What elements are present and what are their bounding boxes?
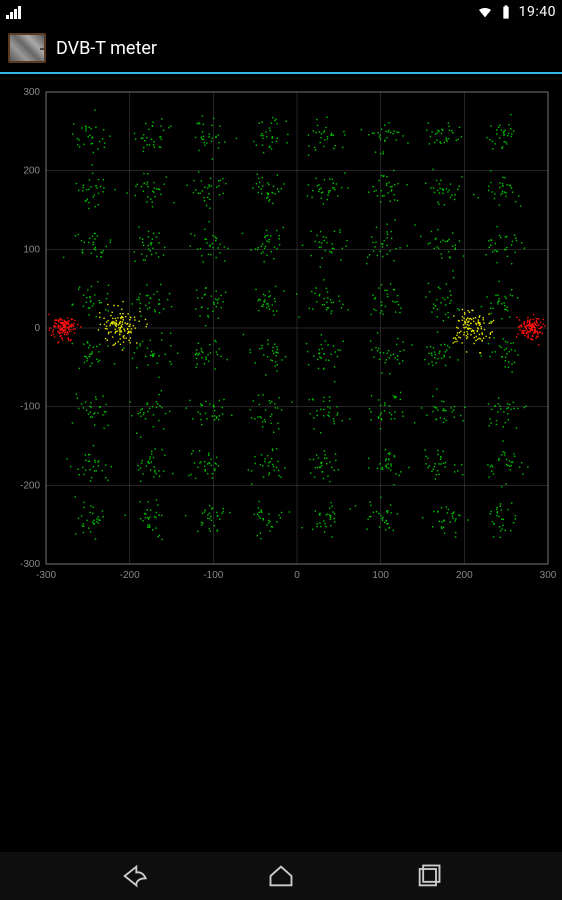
constellation-plot: -300 -200 -100 0 100 200 300 -300 -200 -100 0 100 20…: [6, 84, 556, 592]
svg-text:200: 200: [456, 570, 473, 581]
recents-icon[interactable]: [415, 862, 443, 890]
svg-text:100: 100: [372, 570, 389, 581]
content-area: -300 -200 -100 0 100 200 300 -300 -200 -100 0 100 20…: [0, 74, 562, 852]
system-nav-bar: [0, 852, 562, 900]
battery-icon: [498, 4, 514, 20]
app-icon: [8, 33, 46, 63]
svg-text:-300: -300: [20, 559, 40, 570]
svg-text:0: 0: [294, 570, 300, 581]
status-bar: 19:40: [0, 0, 562, 24]
svg-text:200: 200: [23, 166, 40, 177]
back-icon[interactable]: [120, 862, 148, 890]
status-clock: 19:40: [519, 4, 556, 20]
svg-text:300: 300: [540, 570, 556, 581]
svg-text:-100: -100: [203, 570, 223, 581]
home-icon[interactable]: [267, 862, 295, 890]
svg-text:-200: -200: [20, 480, 40, 491]
signal-bars-icon: [6, 5, 21, 19]
svg-text:-200: -200: [120, 570, 140, 581]
svg-text:-100: -100: [20, 402, 40, 413]
svg-text:-300: -300: [36, 570, 56, 581]
svg-text:300: 300: [23, 87, 40, 98]
wifi-icon: [477, 4, 493, 20]
svg-text:0: 0: [34, 323, 40, 334]
svg-text:100: 100: [23, 244, 40, 255]
app-title: DVB-T meter: [56, 38, 157, 59]
action-bar: DVB-T meter: [0, 24, 562, 74]
